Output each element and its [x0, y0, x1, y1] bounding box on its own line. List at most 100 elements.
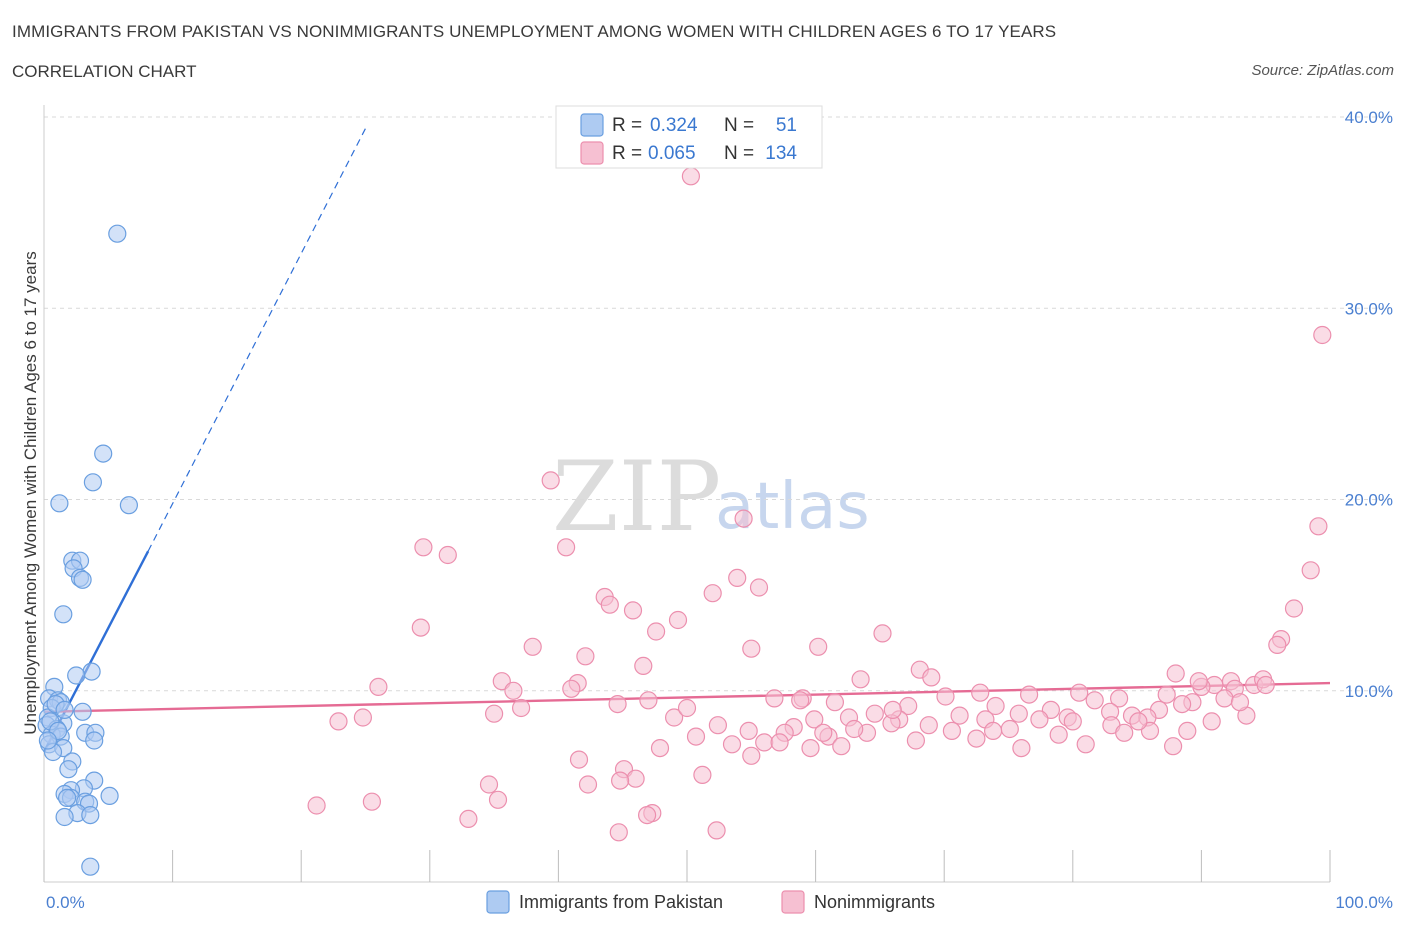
point-nonimmigrants — [608, 694, 627, 714]
point-nonimmigrants — [742, 746, 761, 765]
point-nonimmigrants — [971, 683, 990, 702]
point-nonimmigrants — [739, 721, 758, 741]
point-nonimmigrants — [919, 716, 938, 735]
point-nonimmigrants — [1115, 723, 1134, 742]
chart-title: IMMIGRANTS FROM PAKISTAN VS NONIMMIGRANT… — [12, 22, 1057, 41]
point-nonimmigrants — [770, 733, 789, 752]
point-nonimmigrants — [1009, 704, 1028, 723]
point-immigrants-pakistan — [67, 666, 86, 685]
point-nonimmigrants — [488, 790, 508, 809]
y-axis-title: Unemployment Among Women with Children A… — [21, 251, 40, 735]
grid-lines — [44, 116, 1390, 692]
point-nonimmigrants — [414, 538, 433, 557]
point-nonimmigrants — [693, 765, 712, 785]
point-nonimmigrants — [362, 792, 381, 811]
point-nonimmigrants — [851, 670, 870, 689]
point-nonimmigrants — [569, 750, 589, 769]
point-nonimmigrants — [986, 696, 1005, 716]
point-nonimmigrants — [1178, 721, 1197, 741]
point-nonimmigrants — [1129, 712, 1148, 731]
point-immigrants-pakistan — [57, 788, 77, 808]
point-immigrants-pakistan — [119, 496, 138, 515]
point-nonimmigrants — [1172, 694, 1192, 714]
point-nonimmigrants — [646, 622, 666, 641]
point-nonimmigrants — [369, 677, 388, 697]
point-immigrants-pakistan — [94, 444, 113, 463]
point-nonimmigrants — [1030, 710, 1049, 729]
point-nonimmigrants — [623, 601, 643, 620]
point-nonimmigrants — [1230, 693, 1250, 712]
point-nonimmigrants — [983, 721, 1003, 741]
bottom-legend-label-1: Immigrants from Pakistan — [519, 892, 723, 912]
point-nonimmigrants — [1284, 599, 1304, 618]
y-tick-label: 10.0% — [1345, 682, 1393, 701]
point-nonimmigrants — [511, 698, 531, 718]
point-immigrants-pakistan — [83, 473, 103, 492]
point-nonimmigrants — [906, 731, 926, 750]
point-nonimmigrants — [1202, 712, 1221, 731]
point-nonimmigrants — [1166, 664, 1185, 683]
trend-line-nonimmigrants — [43, 681, 1331, 713]
point-nonimmigrants — [942, 721, 962, 741]
point-nonimmigrants — [801, 738, 820, 758]
point-nonimmigrants — [1268, 635, 1287, 655]
point-nonimmigrants — [1256, 675, 1275, 695]
point-nonimmigrants — [1070, 683, 1089, 702]
point-immigrants-pakistan — [82, 662, 101, 681]
point-nonimmigrants — [967, 729, 986, 748]
point-nonimmigrants — [1076, 735, 1095, 754]
point-nonimmigrants — [873, 624, 892, 643]
point-nonimmigrants — [639, 691, 658, 710]
point-nonimmigrants — [742, 639, 761, 658]
point-nonimmigrants — [749, 578, 769, 597]
point-nonimmigrants — [459, 809, 478, 829]
legend-r-label-1: R = — [612, 115, 642, 136]
point-nonimmigrants — [708, 716, 728, 735]
point-nonimmigrants — [1309, 517, 1328, 536]
legend-n-value-1: 51 — [776, 115, 797, 136]
point-nonimmigrants — [485, 704, 504, 723]
point-nonimmigrants — [1163, 737, 1183, 756]
point-nonimmigrants — [707, 821, 726, 840]
bottom-legend-swatch-blue — [486, 890, 510, 914]
legend-r-value-2: 0.065 — [648, 143, 696, 164]
point-nonimmigrants — [523, 637, 542, 656]
legend-swatch-pink — [580, 141, 604, 165]
point-nonimmigrants — [681, 167, 701, 186]
point-nonimmigrants — [1301, 561, 1320, 580]
point-nonimmigrants — [703, 584, 722, 603]
point-immigrants-pakistan — [73, 570, 92, 589]
point-nonimmigrants — [1189, 672, 1208, 691]
legend-n-value-2: 134 — [765, 143, 797, 164]
x-tick-label: 100.0% — [1335, 893, 1393, 912]
point-immigrants-pakistan — [38, 731, 58, 750]
point-immigrants-pakistan — [81, 857, 100, 876]
point-nonimmigrants — [562, 679, 581, 698]
watermark-zip: ZIP — [552, 441, 721, 553]
bottom-legend-label-2: Nonimmigrants — [814, 892, 935, 912]
point-nonimmigrants — [1109, 689, 1129, 708]
point-nonimmigrants — [825, 693, 845, 712]
point-immigrants-pakistan — [73, 702, 92, 721]
point-nonimmigrants — [883, 700, 902, 720]
point-nonimmigrants — [504, 681, 523, 700]
point-nonimmigrants — [791, 691, 810, 710]
legend-n-label-2: N = — [724, 143, 754, 164]
point-nonimmigrants — [650, 738, 670, 758]
point-nonimmigrants — [755, 733, 774, 752]
point-nonimmigrants — [1215, 689, 1234, 708]
point-nonimmigrants — [677, 698, 697, 718]
legend-swatch-blue — [580, 113, 604, 137]
tick-labels: 10.0% 20.0% 30.0% 40.0% 0.0% 100.0% — [46, 108, 1393, 912]
bottom-legend: Immigrants from Pakistan Nonimmigrants — [486, 890, 935, 914]
point-nonimmigrants — [411, 618, 430, 637]
point-nonimmigrants — [438, 545, 457, 565]
point-nonimmigrants — [722, 735, 742, 754]
point-nonimmigrants — [664, 708, 684, 727]
point-nonimmigrants — [865, 704, 884, 723]
point-nonimmigrants — [1313, 325, 1332, 345]
point-nonimmigrants — [556, 538, 576, 557]
point-nonimmigrants — [634, 656, 653, 676]
point-nonimmigrants — [668, 610, 688, 630]
